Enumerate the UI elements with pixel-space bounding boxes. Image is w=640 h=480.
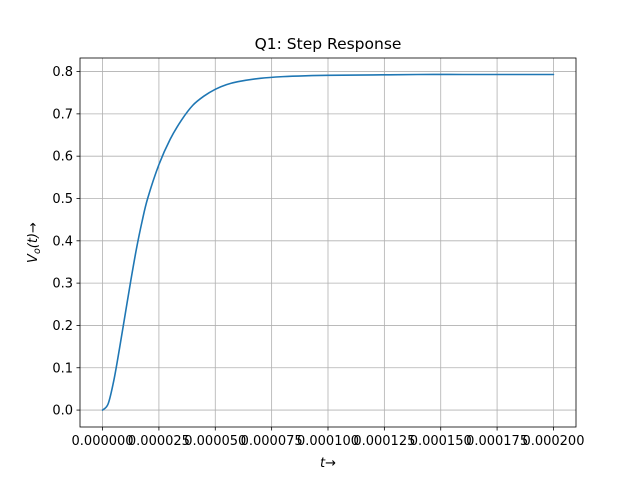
y-tick-label: 0.8 <box>52 65 73 80</box>
x-tick-label: 0.000100 <box>297 434 359 449</box>
x-axis-label: t→ <box>320 456 336 471</box>
y-tick-label: 0.4 <box>52 234 73 249</box>
y-tick-label: 0.6 <box>52 150 73 165</box>
x-tick-label: 0.000200 <box>522 434 584 449</box>
x-tick-label: 0.000075 <box>241 434 303 449</box>
x-tick-label: 0.000150 <box>410 434 472 449</box>
x-tick-label: 0.000050 <box>184 434 246 449</box>
y-tick-label: 0.7 <box>52 107 73 122</box>
chart-title: Q1: Step Response <box>255 35 402 53</box>
x-tick-label: 0.000125 <box>353 434 415 449</box>
x-tick-label: 0.000000 <box>72 434 134 449</box>
y-tick-label: 0.1 <box>52 361 73 376</box>
axis-ticks: 0.0000000.0000250.0000500.0000750.000100… <box>52 65 584 449</box>
y-axis-label-text: Vo(t)→ <box>26 222 43 263</box>
step-response-line <box>101 73 555 411</box>
x-axis-label-text: t→ <box>320 456 336 471</box>
y-axis-label: Vo(t)→ <box>26 222 43 263</box>
y-tick-label: 0.2 <box>52 319 73 334</box>
y-tick-label: 0.5 <box>52 192 73 207</box>
y-tick-label: 0.3 <box>52 277 73 292</box>
grid-lines <box>80 58 576 427</box>
x-tick-label: 0.000175 <box>466 434 528 449</box>
y-tick-label: 0.0 <box>52 404 73 419</box>
series-layer <box>101 73 555 411</box>
x-tick-label: 0.000025 <box>128 434 190 449</box>
